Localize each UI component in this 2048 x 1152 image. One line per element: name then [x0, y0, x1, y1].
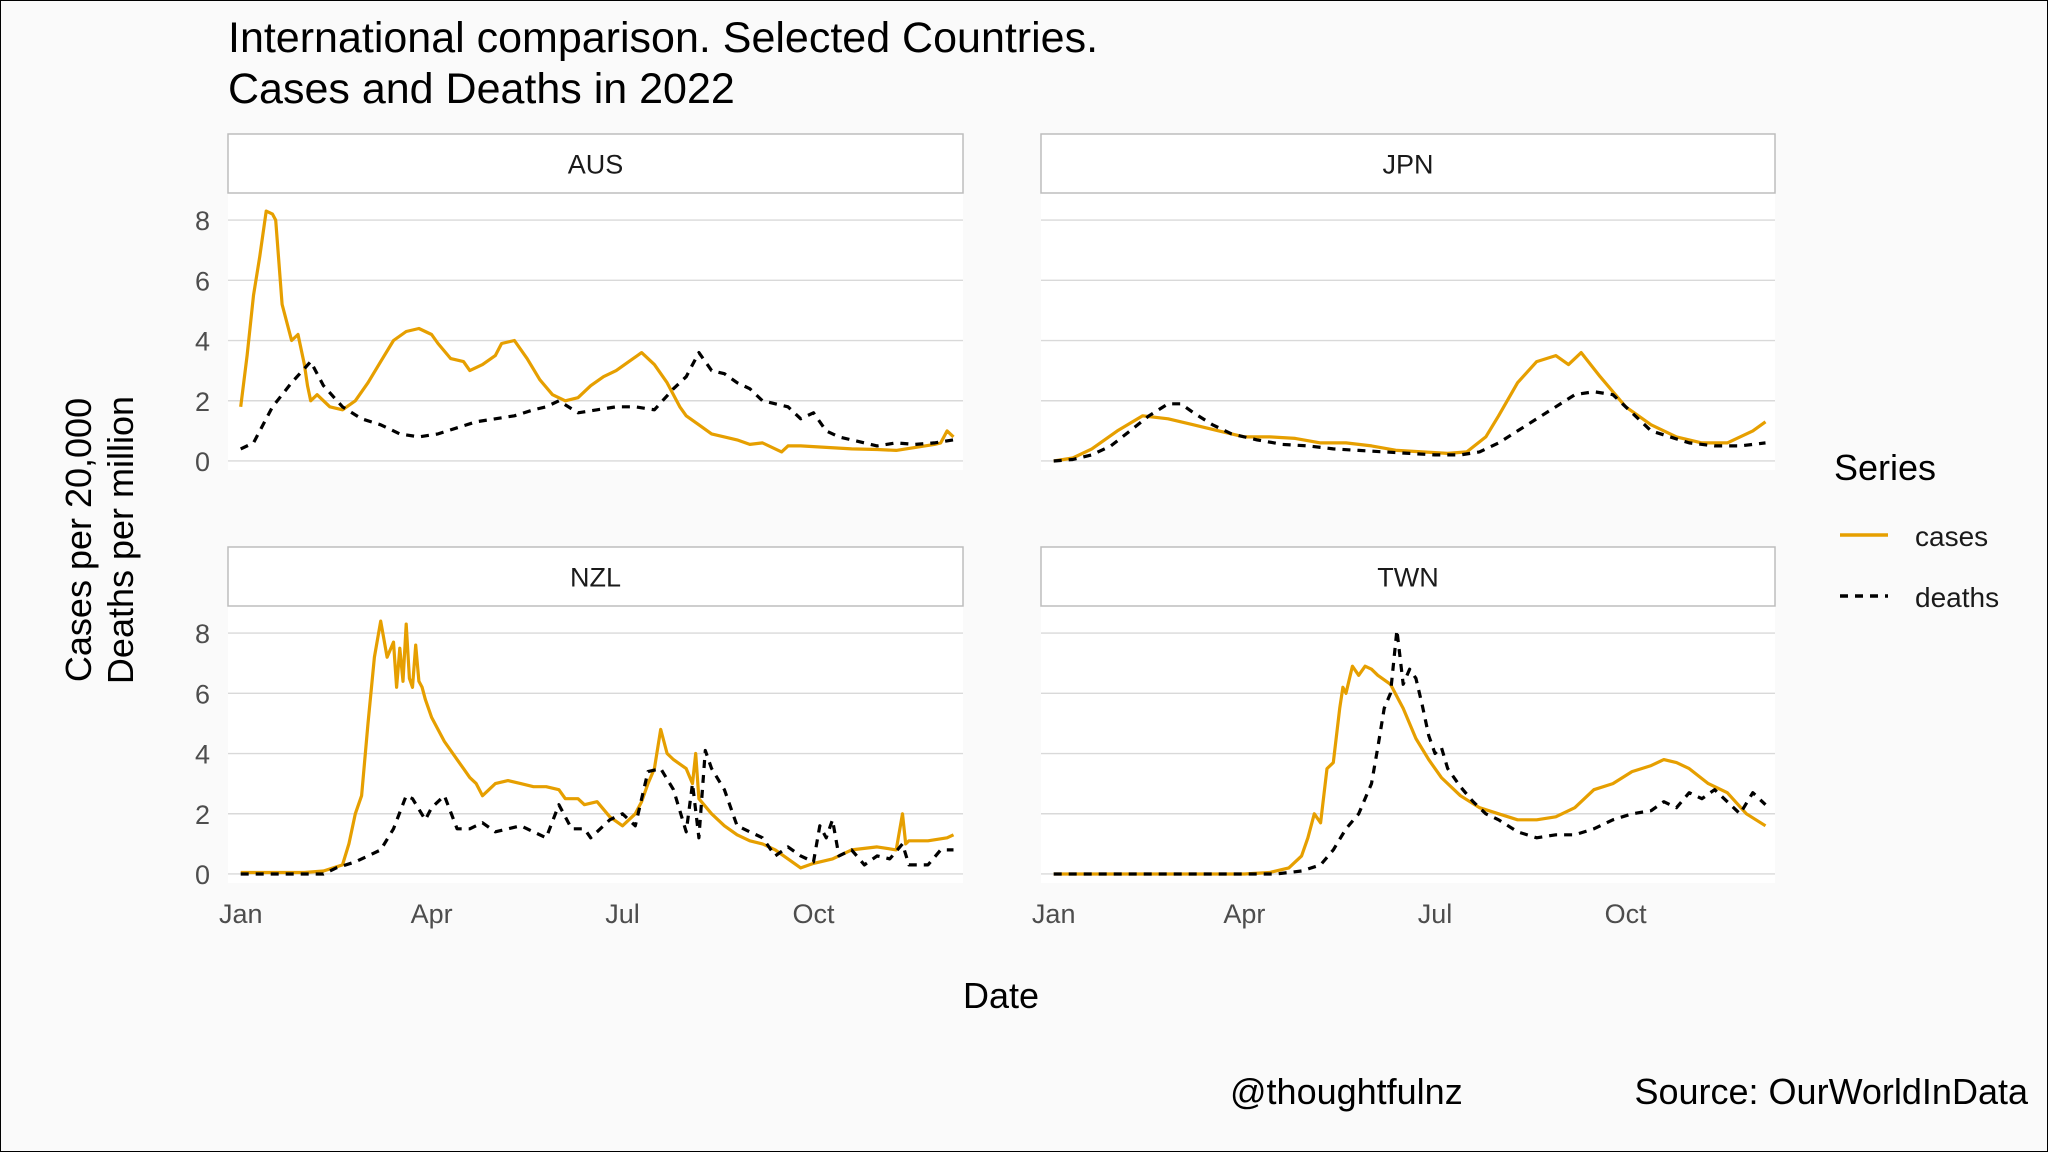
y-axis-title-line1: Cases per 20,000 [58, 398, 99, 682]
x-tick-label: Apr [1223, 899, 1265, 929]
caption-left: @thoughtfulnz [1230, 1071, 1463, 1112]
chart-title-line1: International comparison. Selected Count… [228, 14, 1098, 62]
series-line-deaths-nzl [240, 748, 954, 876]
y-tick-label: 0 [195, 447, 210, 477]
x-tick-label: Apr [411, 899, 453, 929]
y-tick-label: 8 [195, 619, 210, 649]
y-tick-label: 8 [195, 206, 210, 236]
panel-background-jpn [1041, 193, 1775, 470]
facet-label-nzl: NZL [570, 563, 621, 593]
y-tick-label: 2 [195, 800, 210, 830]
y-tick-label: 0 [195, 860, 210, 890]
legend-title: Series [1834, 447, 1936, 488]
panel-jpn: JPN [1040, 133, 1776, 470]
panel-background-aus [228, 193, 963, 470]
panel-background-nzl [228, 606, 963, 883]
panel-nzl: NZL 0 2 4 6 8 Jan Apr Jul Oct [195, 546, 964, 929]
series-line-cases-aus [239, 209, 955, 454]
x-tick-label: Jul [605, 899, 640, 929]
y-tick-label: 4 [195, 740, 210, 770]
x-tick-label: Jul [1418, 899, 1453, 929]
series-line-deaths-jpn [1053, 390, 1766, 463]
x-tick-label: Jan [1032, 899, 1076, 929]
facet-strip-jpn [1040, 133, 1776, 194]
facet-label-twn: TWN [1377, 563, 1438, 593]
panel-twn: TWN Jan Apr Jul Oct [1032, 546, 1776, 929]
facet-strip-nzl [227, 546, 964, 607]
facet-label-aus: AUS [568, 150, 624, 180]
y-axis-title-line2: Deaths per million [100, 396, 141, 684]
legend: Series cases deaths [1834, 447, 1999, 613]
facet-panels: AUS 0 2 4 6 8 JPN NZL 0 2 4 6 8 Jan Apr Jul Oct TWN Jan Apr… [195, 133, 1776, 929]
series-line-cases-twn [1053, 664, 1767, 876]
caption-right: Source: OurWorldInData [1634, 1071, 2028, 1112]
x-tick-label: Oct [1605, 899, 1648, 929]
facet-label-jpn: JPN [1382, 150, 1433, 180]
y-tick-label: 6 [195, 266, 210, 296]
series-line-cases-nzl [240, 619, 955, 875]
panel-background-twn [1041, 606, 1775, 883]
facet-strip-twn [1040, 546, 1776, 607]
x-tick-label: Jan [219, 899, 263, 929]
series-line-deaths-aus [240, 351, 954, 451]
legend-label-cases: cases [1915, 521, 1988, 552]
panel-aus: AUS 0 2 4 6 8 [195, 133, 964, 477]
series-line-deaths-twn [1053, 628, 1767, 876]
y-tick-label: 6 [195, 679, 210, 709]
x-tick-label: Oct [792, 899, 835, 929]
legend-label-deaths: deaths [1915, 582, 1999, 613]
x-axis-title: Date [963, 975, 1039, 1016]
facet-strip-aus [227, 133, 964, 194]
y-tick-label: 4 [195, 327, 210, 357]
chart-title-line2: Cases and Deaths in 2022 [228, 65, 735, 113]
y-tick-label: 2 [195, 387, 210, 417]
